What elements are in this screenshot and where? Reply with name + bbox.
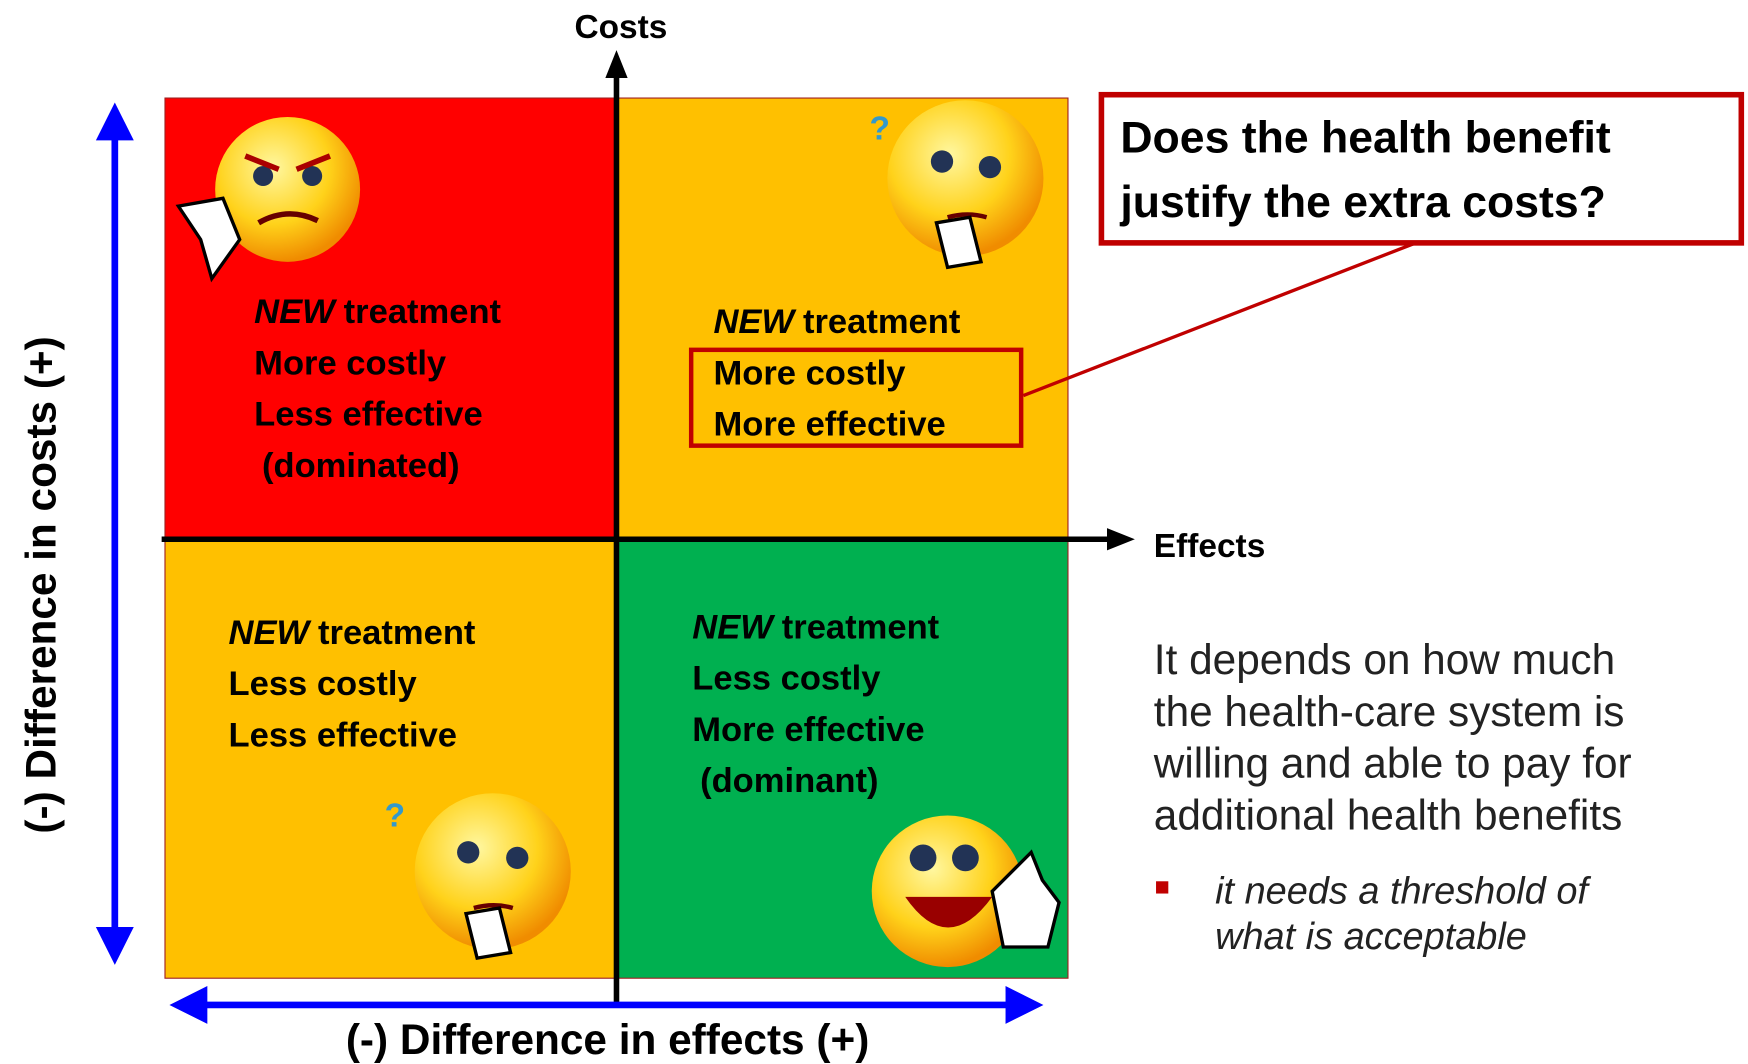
title: treatment bbox=[318, 614, 476, 652]
svg-text:?: ? bbox=[870, 110, 890, 147]
svg-text:?: ? bbox=[385, 798, 405, 835]
emphasis: NEW bbox=[254, 293, 338, 331]
face-thinking: ? bbox=[870, 100, 1044, 270]
quadrant-line: Less costly bbox=[692, 660, 881, 698]
arrowhead bbox=[1005, 986, 1044, 1024]
bullet-line: it needs a threshold of bbox=[1215, 871, 1591, 913]
title: treatment bbox=[803, 303, 961, 341]
callout-connector bbox=[1022, 241, 1417, 398]
cost-axis-arrow bbox=[605, 50, 628, 78]
explanation-line: the health-care system is bbox=[1154, 688, 1625, 735]
title: treatment bbox=[344, 293, 502, 331]
title: treatment bbox=[782, 608, 940, 646]
quadrant-title: NEW treatment bbox=[692, 608, 939, 646]
face-happy bbox=[871, 815, 1061, 968]
highlight-box bbox=[688, 347, 1024, 448]
quadrant-line: More costly bbox=[713, 354, 906, 392]
quadrant-title: NEW treatment bbox=[254, 293, 501, 331]
explanation-line: additional health benefits bbox=[1154, 791, 1622, 838]
quadrant-line: Less effective bbox=[254, 396, 482, 434]
emphasis: NEW bbox=[692, 608, 776, 646]
arrowhead bbox=[95, 102, 134, 141]
bullet-marker bbox=[1156, 881, 1169, 894]
axis-label: Effects bbox=[1154, 528, 1265, 565]
quadrant-line: More costly bbox=[254, 344, 447, 382]
bullet-line: what is acceptable bbox=[1215, 916, 1527, 958]
axis-range-label: (-) Difference in costs (+) bbox=[18, 336, 65, 833]
emphasis: NEW bbox=[713, 303, 797, 341]
arrowhead bbox=[169, 986, 208, 1024]
quadrant-line: (dominated) bbox=[262, 447, 460, 485]
callout-line: Does the health benefit bbox=[1120, 114, 1611, 163]
callout-box bbox=[1098, 91, 1745, 246]
faces: ? ? bbox=[175, 100, 1061, 968]
face-thinking: ? bbox=[385, 793, 571, 961]
quadrant-line: More effective bbox=[692, 711, 924, 749]
quadrant-line: (dominant) bbox=[700, 762, 878, 800]
explanation: It depends on how much the health-care sy… bbox=[1153, 636, 1632, 958]
quadrant-line: More effective bbox=[713, 406, 945, 444]
effect-axis-arrow bbox=[1106, 528, 1135, 551]
quadrant-title: NEW treatment bbox=[713, 303, 960, 341]
quadrant-line: Less costly bbox=[229, 665, 418, 703]
emphasis: NEW bbox=[229, 614, 313, 652]
explanation-line: It depends on how much bbox=[1154, 636, 1615, 683]
callout-line: justify the extra costs? bbox=[1119, 178, 1606, 227]
axis-label: Costs bbox=[574, 9, 667, 46]
quadrant-line: Less effective bbox=[229, 716, 457, 754]
explanation-line: willing and able to pay for bbox=[1153, 740, 1632, 787]
callout-text: Does the health benefit justify the extra… bbox=[1119, 114, 1611, 228]
axis-range-label: (-) Difference in effects (+) bbox=[346, 1016, 869, 1063]
arrowhead bbox=[95, 926, 134, 965]
face-angry bbox=[175, 116, 361, 283]
quadrant-title: NEW treatment bbox=[229, 614, 476, 652]
